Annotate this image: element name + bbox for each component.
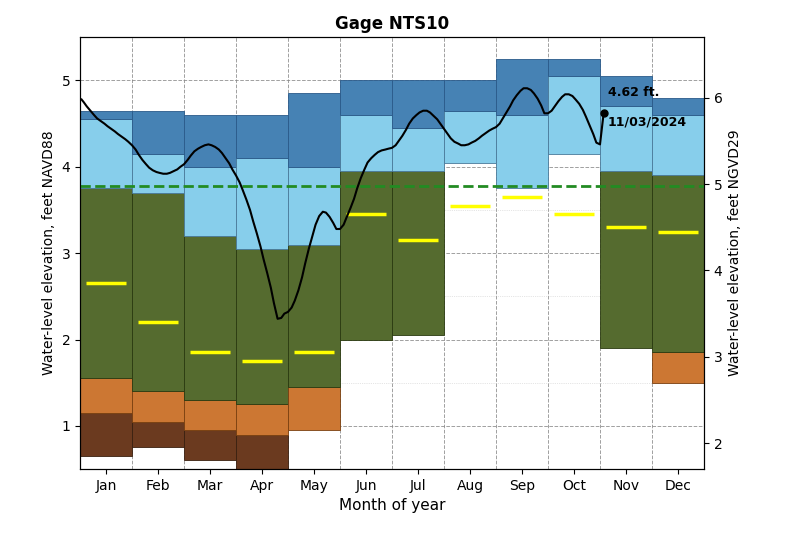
Bar: [236, 249, 288, 404]
Bar: [132, 422, 184, 448]
Bar: [496, 59, 548, 115]
X-axis label: Month of year: Month of year: [338, 498, 446, 513]
Bar: [184, 115, 236, 167]
Bar: [600, 107, 652, 171]
Bar: [652, 115, 704, 175]
Bar: [184, 167, 236, 236]
Bar: [236, 434, 288, 469]
Bar: [80, 378, 132, 413]
Bar: [132, 154, 184, 193]
Bar: [184, 236, 236, 400]
Bar: [80, 111, 132, 119]
Bar: [340, 115, 392, 171]
Bar: [444, 111, 496, 163]
Bar: [392, 80, 444, 128]
Bar: [132, 111, 184, 154]
Bar: [236, 158, 288, 249]
Bar: [652, 98, 704, 115]
Bar: [288, 93, 340, 167]
Bar: [288, 245, 340, 387]
Bar: [392, 171, 444, 335]
Bar: [548, 76, 600, 154]
Bar: [340, 171, 392, 340]
Text: 11/03/2024: 11/03/2024: [608, 115, 687, 128]
Bar: [236, 115, 288, 158]
Bar: [340, 80, 392, 115]
Bar: [184, 400, 236, 430]
Bar: [288, 387, 340, 430]
Y-axis label: Water-level elevation, feet NGVD29: Water-level elevation, feet NGVD29: [728, 130, 742, 376]
Bar: [496, 115, 548, 189]
Bar: [236, 404, 288, 434]
Bar: [80, 119, 132, 189]
Bar: [80, 413, 132, 456]
Bar: [80, 188, 132, 378]
Bar: [392, 128, 444, 171]
Bar: [652, 175, 704, 352]
Bar: [444, 80, 496, 111]
Bar: [548, 59, 600, 76]
Bar: [600, 171, 652, 348]
Bar: [132, 193, 184, 391]
Bar: [652, 352, 704, 383]
Bar: [288, 167, 340, 245]
Bar: [132, 391, 184, 422]
Y-axis label: Water-level elevation, feet NAVD88: Water-level elevation, feet NAVD88: [42, 131, 56, 375]
Text: 4.62 ft.: 4.62 ft.: [608, 86, 659, 100]
Bar: [184, 430, 236, 461]
Title: Gage NTS10: Gage NTS10: [335, 15, 449, 33]
Bar: [600, 76, 652, 107]
